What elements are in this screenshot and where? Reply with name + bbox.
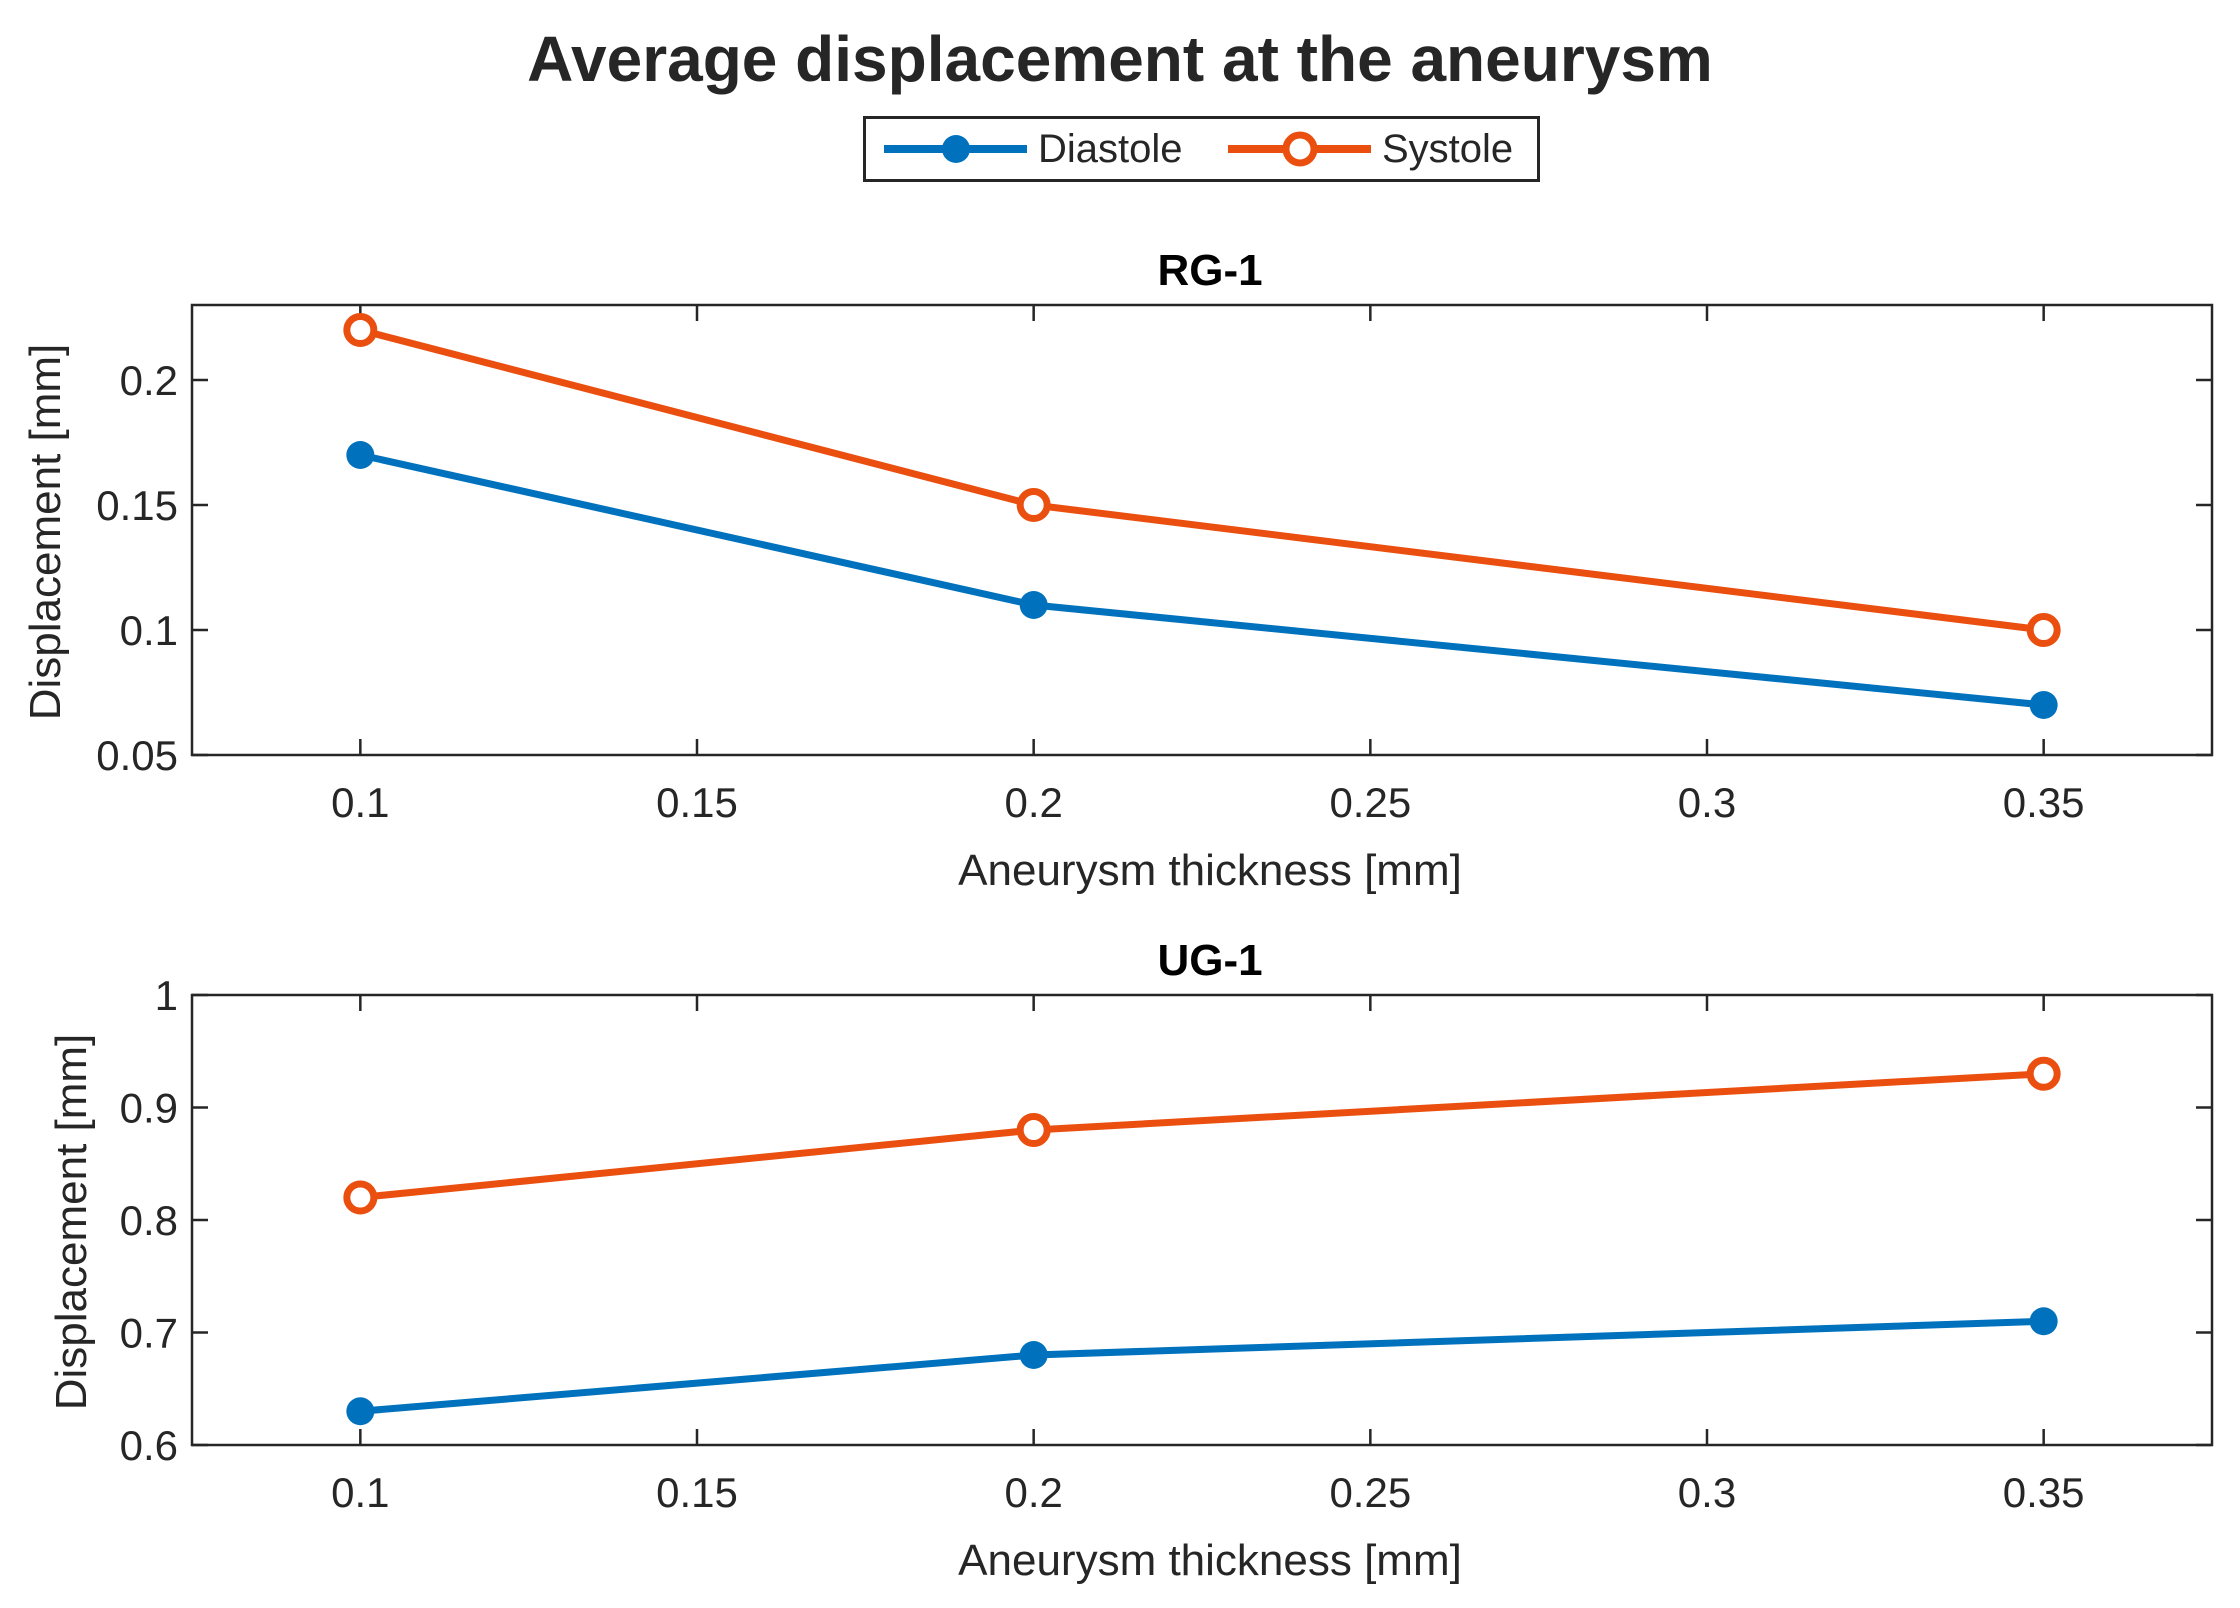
panel-1-title: RG-1 <box>1157 246 1262 295</box>
panel-1-point-systole <box>343 313 378 347</box>
panel-2-title: UG-1 <box>1157 936 1262 985</box>
panel-2-ylabel: Displacement [mm] <box>47 1034 96 1411</box>
panel-1-ytick-label: 0.15 <box>96 482 178 529</box>
legend-swatch-diastole <box>884 135 1027 163</box>
chart-main-title: Average displacement at the aneurysm <box>527 23 1713 95</box>
panel-1-point-diastole <box>1019 591 1048 619</box>
panel-2-xtick-label: 0.25 <box>1329 1469 1411 1516</box>
panel-2-axes-box <box>190 993 2214 1447</box>
panel-2-xlabel: Aneurysm thickness [mm] <box>958 1536 1462 1585</box>
panel-1-ylabel: Displacement [mm] <box>21 344 70 721</box>
panel-2-ytick-label: 0.8 <box>120 1197 178 1244</box>
panel-1-xtick-label: 0.1 <box>331 779 389 826</box>
panel-1-ytick-label: 0.05 <box>96 732 178 779</box>
legend-label-diastole: Diastole <box>1038 126 1183 171</box>
panel-2-xtick-label: 0.3 <box>1678 1469 1736 1516</box>
panel-1-point-diastole <box>2029 691 2058 719</box>
legend-swatch-systole <box>1228 131 1371 167</box>
legend-entry-systole: Systole <box>1216 119 1513 179</box>
panel-1-xtick-label: 0.25 <box>1329 779 1411 826</box>
panel-2-point-diastole <box>1019 1341 1048 1369</box>
panel-1-axes-box <box>190 303 2214 757</box>
panel-2-xtick-label: 0.35 <box>2003 1469 2085 1516</box>
panel-2-point-systole <box>1016 1113 1051 1147</box>
legend-label-systole: Systole <box>1382 126 1514 171</box>
panel-1-xlabel: Aneurysm thickness [mm] <box>958 846 1462 895</box>
panel-2-ytick-label: 0.9 <box>120 1085 178 1132</box>
panel-1-xtick-label: 0.2 <box>1004 779 1062 826</box>
panel-2-xtick-label: 0.1 <box>331 1469 389 1516</box>
panel-2-point-diastole <box>346 1397 375 1426</box>
legend-entry-diastole: Diastole <box>872 119 1183 179</box>
panel-1-xtick-label: 0.35 <box>2003 779 2085 826</box>
legend: Diastole Systole <box>863 116 1540 182</box>
panel-2-ytick-label: 0.7 <box>120 1310 178 1357</box>
panel-2-point-systole <box>2026 1056 2061 1091</box>
panel-1-xtick-label: 0.15 <box>656 779 738 826</box>
panel-2-xtick-label: 0.2 <box>1004 1469 1062 1516</box>
panel-1-point-systole <box>1016 488 1051 522</box>
panel-2-point-systole <box>343 1180 378 1215</box>
panel-2-ytick-label: 1 <box>155 972 178 1019</box>
panel-2-point-diastole <box>2029 1307 2058 1336</box>
panel-1-point-diastole <box>346 441 375 469</box>
panel-2-xtick-label: 0.15 <box>656 1469 738 1516</box>
panel-1-ytick-label: 0.1 <box>120 607 178 654</box>
panel-1-xtick-label: 0.3 <box>1678 779 1736 826</box>
panel-1-ytick-label: 0.2 <box>120 357 178 404</box>
panel-2-ytick-label: 0.6 <box>120 1422 178 1469</box>
panel-1-point-systole <box>2026 613 2061 647</box>
